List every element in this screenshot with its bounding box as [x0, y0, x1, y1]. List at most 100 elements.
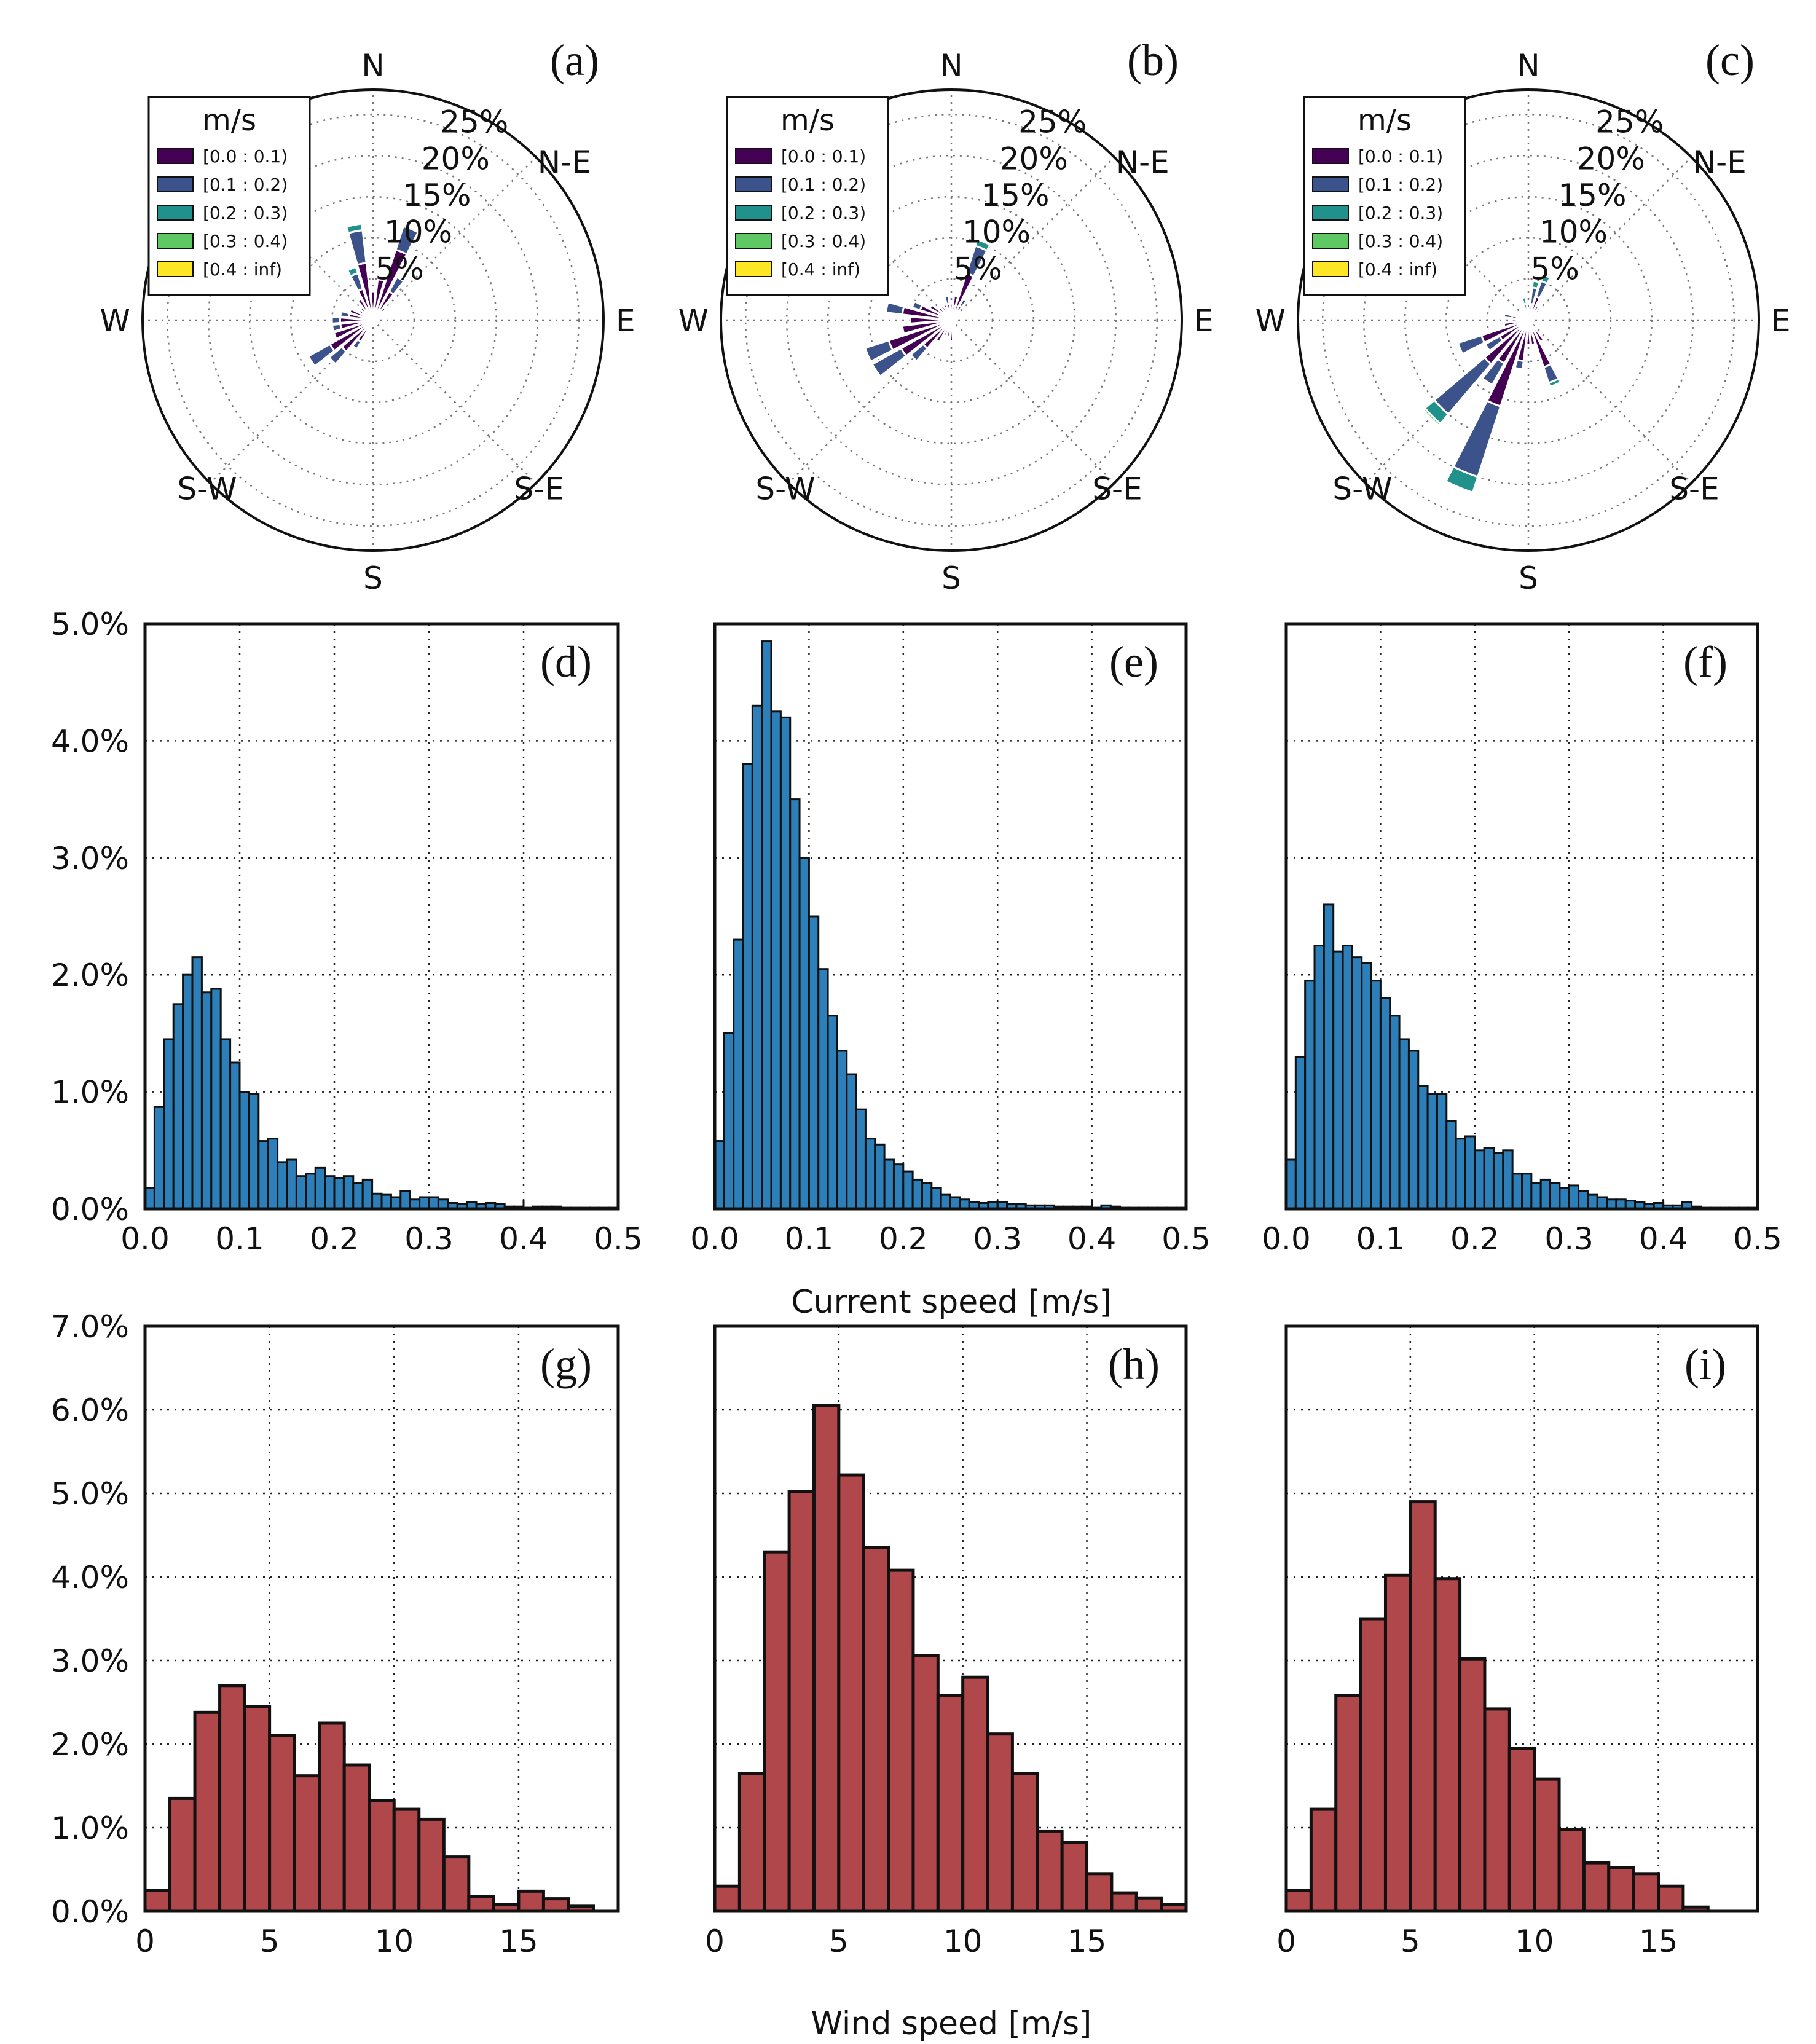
histogram-bar — [1557, 1828, 1586, 1913]
rose-sector-bar — [871, 347, 908, 378]
histogram-bar — [1351, 956, 1363, 1210]
histogram-bar — [1332, 950, 1344, 1210]
wind-rose-a: 5%10%15%20%25% N N-E E S-E S S-W W (a) m/s [0.0 : … — [100, 36, 635, 596]
histogram-bar — [1409, 1500, 1437, 1913]
histogram-bar — [1379, 997, 1391, 1210]
histogram-bar — [200, 991, 213, 1210]
histogram-bar — [352, 1182, 364, 1210]
histogram-bar — [428, 1196, 439, 1210]
histogram-bar — [417, 1817, 446, 1913]
histogram-bar — [191, 956, 203, 1210]
histogram-bar — [238, 1091, 250, 1210]
rose-legend: m/s [0.0 : 0.1) [0.1 : 0.2) [0.2 : 0.3) [0.3… — [726, 96, 889, 296]
x-tick-label: 0.3 — [404, 1221, 454, 1257]
legend-entry: [0.3 : 0.4) — [781, 231, 866, 251]
axes-frame — [1284, 622, 1759, 1211]
histogram-bar — [1539, 1178, 1552, 1210]
y-tick-label: 4.0% — [51, 723, 129, 759]
x-tick-label: 0.1 — [1356, 1221, 1405, 1257]
rose-grid-spoke — [951, 320, 1115, 484]
x-tick-label: 5 — [1401, 1924, 1420, 1959]
histogram-e: 0.0 0.1 0.2 0.3 0.4 0.5 (e) — [690, 622, 1211, 1257]
panel-label: (h) — [1108, 1340, 1160, 1389]
rose-legend: m/s [0.0 : 0.1) [0.1 : 0.2) [0.2 : 0.3) [0.3… — [1303, 96, 1466, 296]
rose-grid-spoke — [951, 156, 1115, 321]
histogram-bar — [1458, 1657, 1487, 1913]
panel-label: (b) — [1127, 36, 1179, 85]
histogram-bar — [305, 1173, 316, 1210]
legend-title: m/s — [780, 103, 835, 138]
rose-direction-n-e: N-E — [1693, 144, 1747, 180]
rose-grid-spoke — [372, 156, 537, 321]
legend-entry: [0.3 : 0.4) — [203, 231, 288, 251]
y-tick-label: 5.0% — [51, 1476, 129, 1512]
rose-sector-bar — [863, 339, 894, 363]
histogram-bar — [1342, 945, 1353, 1210]
histogram-bar — [837, 1473, 865, 1913]
axes-frame — [143, 1324, 620, 1913]
histogram-bar — [168, 1796, 197, 1913]
histogram-bar — [763, 1550, 791, 1913]
y-tick-label: 7.0% — [51, 1309, 129, 1345]
histogram-bar — [1313, 945, 1325, 1210]
x-tick-label: 0.5 — [1733, 1221, 1782, 1257]
histogram-f: 0.0 0.1 0.2 0.3 0.4 0.5 (f) — [1262, 622, 1782, 1257]
rose-radial-label: 20% — [1000, 141, 1068, 176]
histogram-bar — [1389, 1015, 1401, 1210]
histogram-bar — [864, 1138, 876, 1210]
rose-sector-bar — [901, 319, 952, 335]
histogram-bar — [218, 1684, 246, 1913]
histogram-bar — [1398, 1038, 1410, 1210]
histogram-i: 0 5 10 15 (i) — [1276, 1324, 1759, 1959]
histogram-bar — [517, 1889, 545, 1913]
rose-direction-s-e: S-E — [514, 471, 564, 507]
x-tick-label: 0 — [1276, 1924, 1296, 1959]
histogram-bar — [267, 1138, 279, 1210]
legend-entry: [0.2 : 0.3) — [781, 203, 866, 223]
histogram-bar — [1533, 1777, 1561, 1913]
y-tick-label: 1.0% — [51, 1075, 129, 1110]
histogram-bar — [1502, 1149, 1514, 1210]
rose-legend: m/s [0.0 : 0.1) [0.1 : 0.2) [0.2 : 0.3) [0.3… — [147, 96, 311, 296]
x-tick-label: 10 — [374, 1924, 414, 1959]
histogram-bar — [1294, 1055, 1307, 1210]
x-tick-label: 0.2 — [1450, 1221, 1500, 1257]
legend-entry: [0.4 : inf) — [203, 259, 282, 280]
rose-sector-bar — [351, 338, 363, 350]
histogram-bar — [808, 915, 820, 1210]
histogram-bar — [798, 857, 810, 1210]
rose-grid-ring — [785, 154, 1117, 486]
legend-entry: [0.2 : 0.3) — [1358, 203, 1443, 223]
legend-swatch — [1312, 176, 1349, 192]
histogram-bar — [911, 1178, 923, 1210]
rose-grid-spoke — [372, 320, 537, 484]
histogram-bar — [713, 1884, 741, 1913]
rose-direction-w: W — [678, 303, 709, 339]
x-tick-label: 0.4 — [1639, 1221, 1688, 1257]
histogram-bar — [1334, 1694, 1362, 1913]
rose-direction-e: E — [1771, 303, 1791, 339]
histogram-bar — [541, 1897, 570, 1913]
rose-sector-bar — [948, 320, 954, 342]
x-tick-label: 0 — [705, 1924, 725, 1959]
rose-sector-bar — [1444, 465, 1479, 494]
rose-radial-label: 5% — [953, 251, 1002, 286]
histogram-bar — [390, 1196, 402, 1210]
rose-sector-bar — [957, 297, 969, 309]
histogram-bar — [293, 1774, 321, 1913]
histogram-bar — [324, 1175, 336, 1210]
legend-swatch — [157, 233, 194, 249]
histogram-bar — [961, 1675, 989, 1913]
y-tick-label: 6.0% — [51, 1393, 129, 1428]
histogram-bar — [1549, 1182, 1561, 1210]
histogram-bar — [399, 1190, 411, 1210]
histogram-bar — [1559, 1187, 1570, 1210]
legend-swatch — [735, 176, 772, 192]
histogram-bar — [268, 1734, 296, 1913]
x-tick-label: 0.3 — [1544, 1221, 1594, 1257]
legend-entry: [0.0 : 0.1) — [781, 146, 866, 167]
histogram-bar — [1417, 1085, 1429, 1210]
histogram-bar — [1060, 1841, 1089, 1913]
histogram-bar — [1474, 1149, 1485, 1210]
